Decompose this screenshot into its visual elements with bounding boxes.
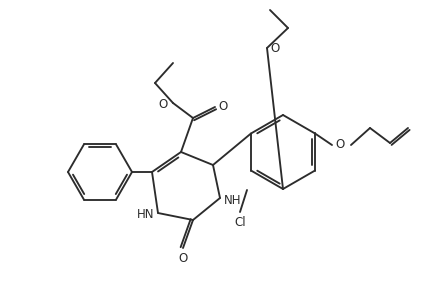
Text: O: O bbox=[218, 101, 228, 113]
Text: Cl: Cl bbox=[234, 215, 246, 229]
Text: O: O bbox=[179, 251, 188, 264]
Text: O: O bbox=[335, 139, 344, 151]
Text: HN: HN bbox=[136, 209, 154, 222]
Text: O: O bbox=[159, 99, 168, 111]
Text: NH: NH bbox=[224, 193, 242, 206]
Text: O: O bbox=[270, 41, 279, 55]
